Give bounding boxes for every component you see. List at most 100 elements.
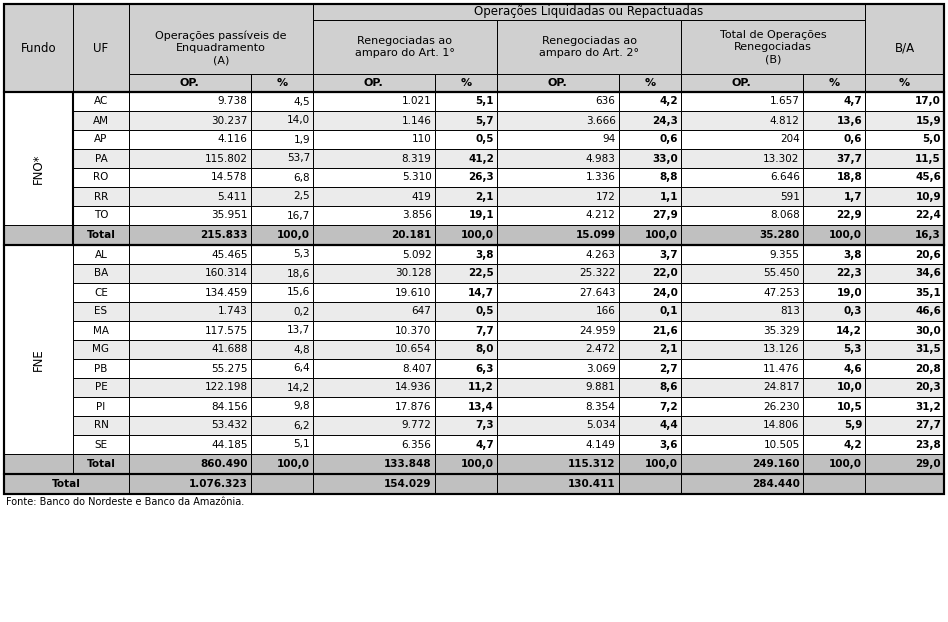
Bar — [619, 378, 681, 397]
Bar — [434, 245, 497, 264]
Text: SE: SE — [95, 440, 107, 450]
Text: 3.666: 3.666 — [586, 116, 615, 126]
Text: Total de Operações
Renegociadas
(B): Total de Operações Renegociadas (B) — [720, 30, 827, 65]
Text: 100,0: 100,0 — [277, 459, 310, 469]
Bar — [250, 283, 313, 302]
Bar — [497, 359, 619, 378]
Bar — [4, 225, 73, 245]
Bar — [250, 245, 313, 264]
Text: 7,7: 7,7 — [475, 325, 494, 335]
Bar — [250, 340, 313, 359]
Text: FNO*: FNO* — [32, 153, 45, 183]
Text: FNE: FNE — [32, 348, 45, 371]
Bar — [250, 302, 313, 321]
Bar — [681, 206, 803, 225]
Bar — [497, 435, 619, 454]
Text: 9,8: 9,8 — [293, 401, 310, 412]
Text: ES: ES — [95, 307, 107, 317]
Bar — [803, 264, 866, 283]
Bar — [129, 283, 250, 302]
Bar — [803, 359, 866, 378]
Bar — [434, 168, 497, 187]
Bar — [313, 168, 434, 187]
Text: AP: AP — [94, 134, 108, 144]
Bar — [4, 245, 944, 474]
Text: 3,6: 3,6 — [660, 440, 678, 450]
Text: RO: RO — [93, 172, 109, 182]
Text: 53,7: 53,7 — [286, 154, 310, 164]
Bar — [73, 206, 129, 225]
Text: 5,3: 5,3 — [293, 249, 310, 259]
Text: Total: Total — [52, 479, 81, 489]
Bar — [619, 225, 681, 245]
Bar — [434, 130, 497, 149]
Bar — [250, 321, 313, 340]
Bar — [866, 302, 944, 321]
Text: 813: 813 — [780, 307, 800, 317]
Text: 215.833: 215.833 — [200, 230, 247, 240]
Text: 5.092: 5.092 — [402, 249, 431, 259]
Bar — [803, 416, 866, 435]
Text: 19.610: 19.610 — [395, 287, 431, 297]
Text: 11.476: 11.476 — [763, 363, 800, 373]
Text: RN: RN — [94, 420, 108, 430]
Text: 14,7: 14,7 — [468, 287, 494, 297]
Text: 134.459: 134.459 — [205, 287, 247, 297]
Text: 23,8: 23,8 — [915, 440, 941, 450]
Text: 284.440: 284.440 — [752, 479, 800, 489]
Text: 1.076.323: 1.076.323 — [189, 479, 247, 489]
Text: 1,7: 1,7 — [844, 192, 862, 202]
Text: B/A: B/A — [895, 42, 915, 55]
Text: 84.156: 84.156 — [211, 401, 247, 412]
Text: 4,7: 4,7 — [475, 440, 494, 450]
Text: 13.126: 13.126 — [763, 345, 800, 355]
Bar — [250, 225, 313, 245]
Text: 166: 166 — [595, 307, 615, 317]
Text: AM: AM — [93, 116, 109, 126]
Bar — [803, 302, 866, 321]
Text: 636: 636 — [595, 96, 615, 106]
Bar — [313, 302, 434, 321]
Bar — [4, 454, 73, 474]
Text: 0,6: 0,6 — [844, 134, 862, 144]
Bar — [250, 168, 313, 187]
Text: 24.959: 24.959 — [579, 325, 615, 335]
Bar — [619, 416, 681, 435]
Bar — [619, 397, 681, 416]
Text: 5,9: 5,9 — [844, 420, 862, 430]
Text: 46,6: 46,6 — [915, 307, 941, 317]
Bar — [619, 111, 681, 130]
Bar — [681, 321, 803, 340]
Text: 6,8: 6,8 — [293, 172, 310, 182]
Bar — [129, 321, 250, 340]
Bar — [313, 321, 434, 340]
Text: 7,3: 7,3 — [475, 420, 494, 430]
Text: Renegociadas ao
amparo do Art. 1°: Renegociadas ao amparo do Art. 1° — [356, 36, 455, 58]
Bar — [497, 20, 681, 74]
Bar — [803, 454, 866, 474]
Text: 26,3: 26,3 — [468, 172, 494, 182]
Text: BA: BA — [94, 269, 108, 279]
Bar — [313, 474, 434, 494]
Bar — [619, 168, 681, 187]
Text: 20,8: 20,8 — [915, 363, 941, 373]
Text: 2,1: 2,1 — [476, 192, 494, 202]
Bar — [803, 206, 866, 225]
Bar — [434, 302, 497, 321]
Bar — [250, 111, 313, 130]
Text: 22,9: 22,9 — [836, 210, 862, 221]
Bar — [4, 4, 73, 92]
Bar — [250, 206, 313, 225]
Bar — [313, 225, 434, 245]
Bar — [313, 283, 434, 302]
Text: 35.280: 35.280 — [759, 230, 800, 240]
Bar — [803, 435, 866, 454]
Bar — [497, 111, 619, 130]
Bar — [313, 340, 434, 359]
Bar — [497, 168, 619, 187]
Bar — [4, 4, 944, 494]
Text: 35.329: 35.329 — [763, 325, 800, 335]
Text: 5.310: 5.310 — [402, 172, 431, 182]
Text: Operações Liquidadas ou Repactuadas: Operações Liquidadas ou Repactuadas — [474, 6, 703, 19]
Bar — [434, 92, 497, 111]
